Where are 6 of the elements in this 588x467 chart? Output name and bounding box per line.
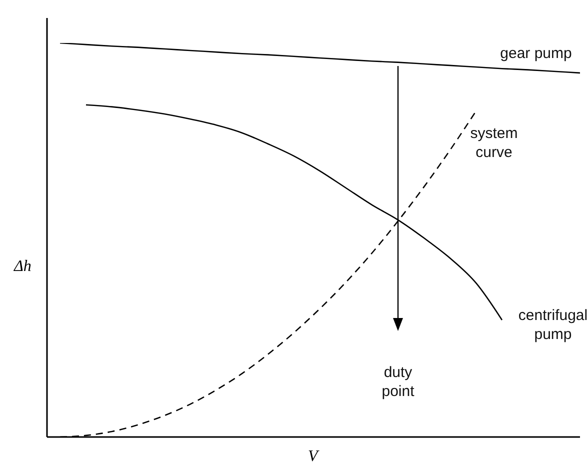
y-axis-title: Δh — [14, 258, 32, 276]
series-label: centrifugal pump — [517, 306, 588, 344]
series-label: system curve — [469, 124, 519, 162]
x-axis-title: V — [308, 448, 318, 466]
series-label: gear pump — [499, 44, 573, 63]
annotation: duty point — [380, 363, 416, 401]
